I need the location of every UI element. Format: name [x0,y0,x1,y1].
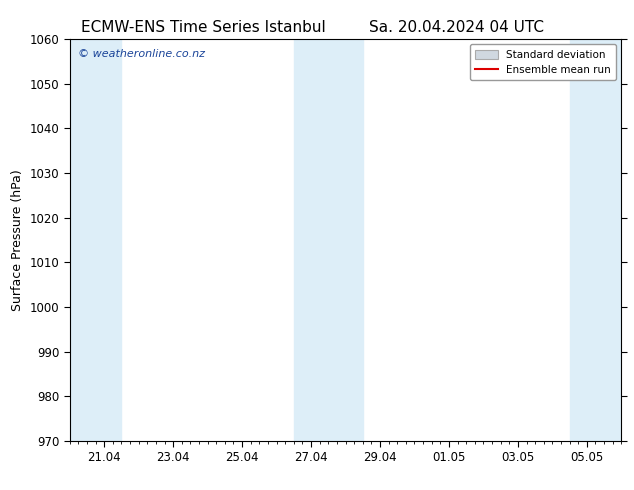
Bar [70,39,122,441]
Text: Sa. 20.04.2024 04 UTC: Sa. 20.04.2024 04 UTC [369,20,544,35]
Legend: Standard deviation, Ensemble mean run: Standard deviation, Ensemble mean run [470,45,616,80]
Text: ECMW-ENS Time Series Istanbul: ECMW-ENS Time Series Istanbul [81,20,325,35]
Bar [294,39,328,441]
Text: © weatheronline.co.nz: © weatheronline.co.nz [78,49,205,59]
Bar [328,39,363,441]
Y-axis label: Surface Pressure (hPa): Surface Pressure (hPa) [11,169,24,311]
Bar [569,39,621,441]
